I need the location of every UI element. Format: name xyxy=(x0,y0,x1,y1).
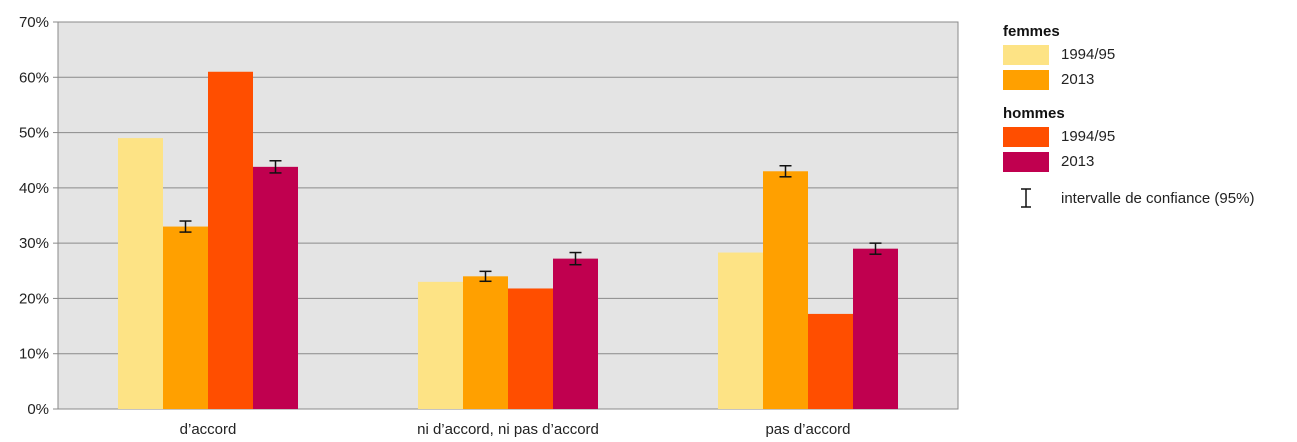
y-tick-label: 10% xyxy=(19,346,49,363)
bar xyxy=(418,281,463,409)
y-axis-ticks: 0% 10% 20% 30% 40% 50% 60% 70% xyxy=(19,14,58,418)
bar xyxy=(808,313,853,409)
x-category-label: pas d’accord xyxy=(765,421,850,438)
error-bar xyxy=(779,164,792,178)
error-bar xyxy=(479,270,492,283)
legend-group-title: hommes xyxy=(1003,105,1065,122)
bar xyxy=(718,252,763,409)
x-axis-categories: d’accord ni d’accord, ni pas d’accord pas … xyxy=(180,421,851,438)
legend-swatch xyxy=(1003,126,1049,147)
y-tick-label: 20% xyxy=(19,290,49,307)
bar xyxy=(463,276,508,409)
bar xyxy=(508,288,553,409)
y-tick-label: 70% xyxy=(19,14,49,31)
legend-group-femmes: femmes 1994/95 2013 xyxy=(1003,22,1293,92)
bars xyxy=(118,71,898,409)
legend-item: 2013 xyxy=(1003,67,1293,92)
legend-item: 1994/95 xyxy=(1003,42,1293,67)
error-bar xyxy=(179,220,192,233)
y-tick-label: 0% xyxy=(27,401,49,418)
bar xyxy=(553,258,598,409)
legend-group-title: femmes xyxy=(1003,23,1060,40)
error-bar xyxy=(869,242,882,255)
bar xyxy=(163,226,208,409)
error-bar xyxy=(269,160,282,174)
legend-swatch xyxy=(1003,44,1049,65)
bar xyxy=(763,171,808,409)
legend-swatch xyxy=(1003,151,1049,172)
error-bar xyxy=(569,251,582,266)
legend-group-hommes: hommes 1994/95 2013 xyxy=(1003,104,1293,174)
legend-label: 1994/95 xyxy=(1061,128,1116,145)
error-bars xyxy=(179,160,882,283)
bar xyxy=(118,138,163,409)
bar xyxy=(253,166,298,409)
bar xyxy=(208,71,253,409)
legend-ci-item: intervalle de confiance (95%) xyxy=(1003,188,1293,208)
error-bar-icon xyxy=(1003,187,1049,209)
chart: 0% 10% 20% 30% 40% 50% 60% 70% d’accord ni d’acc… xyxy=(19,14,959,438)
legend: femmes 1994/95 2013 hommes 1994/95 2013 xyxy=(1003,22,1293,208)
bar xyxy=(853,248,898,409)
legend-label: 2013 xyxy=(1061,71,1095,88)
legend-swatch xyxy=(1003,69,1049,90)
legend-item: 1994/95 xyxy=(1003,124,1293,149)
legend-label: 1994/95 xyxy=(1061,46,1116,63)
x-category-label: d’accord xyxy=(180,421,237,438)
y-tick-label: 60% xyxy=(19,69,49,86)
y-tick-label: 30% xyxy=(19,235,49,252)
legend-item: 2013 xyxy=(1003,149,1293,174)
x-category-label: ni d’accord, ni pas d’accord xyxy=(417,421,599,438)
y-tick-label: 40% xyxy=(19,180,49,197)
legend-label: 2013 xyxy=(1061,153,1095,170)
legend-ci-label: intervalle de confiance (95%) xyxy=(1061,189,1255,207)
y-tick-label: 50% xyxy=(19,125,49,142)
